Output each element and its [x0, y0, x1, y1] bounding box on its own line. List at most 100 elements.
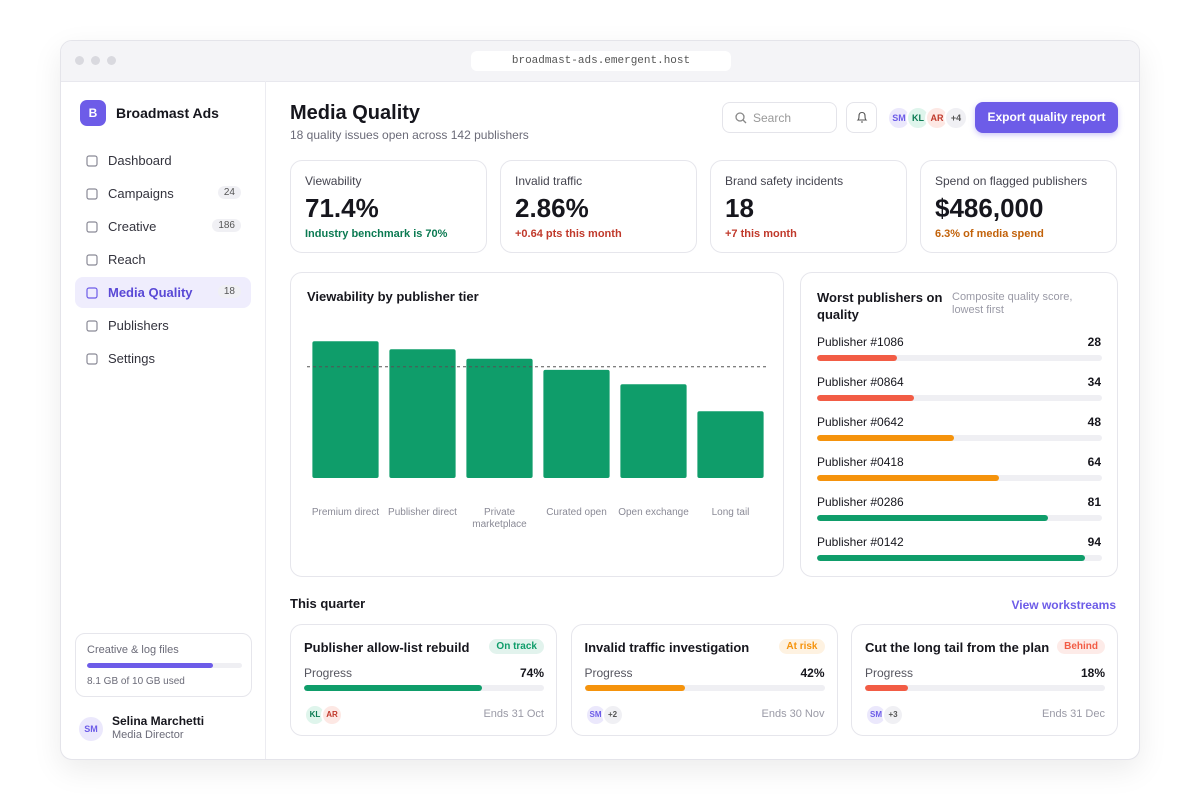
- nav-item[interactable]: Settings: [75, 343, 251, 374]
- status-pill: At risk: [779, 639, 825, 654]
- browser-window: broadmast-ads.emergent.host B Broadmast …: [60, 40, 1140, 760]
- nav-icon: [86, 254, 98, 266]
- storage-label: 8.1 GB of 10 GB used: [87, 676, 185, 687]
- status-pill: On track: [489, 639, 544, 654]
- avatar: +2: [601, 704, 624, 726]
- nav-item[interactable]: Creative 186: [75, 211, 251, 242]
- workstream-card: Publisher allow-list rebuild On track Prog…: [290, 624, 557, 736]
- bar: [312, 341, 379, 478]
- kpi-value: $486,000: [935, 193, 1044, 223]
- score-track: [817, 355, 1102, 361]
- window-dot: [75, 56, 84, 65]
- user-avatar: SM: [79, 717, 103, 741]
- search-box[interactable]: Search: [722, 102, 837, 133]
- chart: [307, 341, 769, 478]
- score-track: [817, 515, 1102, 521]
- publishers-card: Worst publishers on quality Composite qu…: [800, 272, 1118, 577]
- nav-badge: 18: [217, 285, 241, 298]
- publisher-score: 28: [1087, 335, 1101, 349]
- bar: [697, 411, 764, 478]
- kpi-card: Spend on flagged publishers $486,000 6.3% …: [920, 160, 1117, 253]
- kpi-value: 2.86%: [515, 193, 589, 223]
- progress-track: [304, 685, 544, 691]
- progress-value: 74%: [519, 666, 544, 680]
- due-date: Ends 30 Nov: [761, 708, 825, 720]
- publisher-name: Publisher #0142: [817, 535, 904, 549]
- nav-badge: 186: [212, 219, 241, 232]
- progress-value: 18%: [1080, 666, 1105, 680]
- page-title: Media Quality: [290, 102, 421, 124]
- card-avatars: SM +2: [584, 704, 624, 726]
- x-tick-label: Private marketplace: [472, 507, 527, 530]
- bar: [543, 369, 610, 478]
- avatar: KL: [304, 704, 326, 726]
- nav-item[interactable]: Publishers: [75, 310, 251, 341]
- kpi-label: Invalid traffic: [515, 174, 583, 188]
- nav-icon-shape: [86, 221, 98, 233]
- kpi-label: Viewability: [305, 174, 362, 188]
- score-bar: [817, 475, 1000, 481]
- kpi-card: Brand safety incidents 18 +7 this month: [710, 160, 907, 253]
- storage-track: [87, 663, 242, 668]
- section-title: This quarter: [290, 596, 366, 611]
- nav-icon: [86, 221, 98, 233]
- kpi-value: 71.4%: [305, 193, 379, 223]
- sidebar: B Broadmast Ads Creative & log files 8.1…: [61, 81, 266, 759]
- nav-item[interactable]: Campaigns 24: [75, 178, 251, 209]
- nav-label: Media Quality: [108, 285, 193, 300]
- nav-item[interactable]: Media Quality 18: [75, 277, 251, 308]
- brand-name: Broadmast Ads: [116, 105, 219, 121]
- publisher-name: Publisher #1086: [817, 335, 904, 349]
- nav-label: Campaigns: [108, 186, 174, 201]
- kpi-note: +7 this month: [725, 228, 797, 240]
- nav-item[interactable]: Dashboard: [75, 145, 251, 176]
- status-pill: Behind: [1057, 639, 1105, 654]
- view-link[interactable]: View workstreams: [1011, 598, 1116, 612]
- card-avatars: KL AR: [304, 704, 343, 726]
- nav-label: Settings: [108, 351, 155, 366]
- avatar: AR: [321, 704, 343, 726]
- publisher-score: 81: [1087, 495, 1101, 509]
- storage-fill: [87, 663, 213, 668]
- export-button[interactable]: Export quality report: [975, 102, 1118, 133]
- window-dot: [107, 56, 116, 65]
- avatar-more: +4: [944, 106, 968, 130]
- search-icon: [735, 112, 747, 124]
- kpi-card: Viewability 71.4% Industry benchmark is 70…: [290, 160, 487, 253]
- bar: [389, 349, 456, 478]
- chart-title: Viewability by publisher tier: [307, 289, 479, 304]
- progress-bar: [304, 685, 482, 691]
- publisher-score: 34: [1087, 375, 1101, 389]
- x-tick-label: Premium direct: [311, 507, 380, 518]
- score-track: [817, 555, 1102, 561]
- brand-logo: B: [80, 100, 106, 126]
- page-subtitle: 18 quality issues open across 142 publis…: [290, 128, 529, 142]
- kpi-note: Industry benchmark is 70%: [305, 228, 448, 240]
- nav-item[interactable]: Reach: [75, 244, 251, 275]
- bar: [620, 384, 687, 478]
- workstream-title: Invalid traffic investigation: [584, 640, 750, 655]
- nav-icon-shape: [86, 155, 98, 167]
- publisher-name: Publisher #0418: [817, 455, 904, 469]
- search-placeholder: Search: [753, 111, 792, 125]
- x-tick-label: Publisher direct: [388, 507, 457, 518]
- progress-label: Progress: [584, 666, 633, 680]
- nav-icon-shape: [86, 188, 98, 200]
- nav-icon-shape: [86, 320, 98, 332]
- score-bar: [817, 355, 897, 361]
- bell-button[interactable]: [846, 102, 877, 133]
- nav-label: Creative: [108, 219, 157, 234]
- score-bar: [817, 435, 954, 441]
- kpi-label: Spend on flagged publishers: [935, 174, 1088, 188]
- workstream-card: Cut the long tail from the plan Behind Pro…: [851, 624, 1118, 736]
- publishers-subtitle: Composite quality score, lowest first: [952, 291, 1073, 316]
- nav-icon: [86, 188, 98, 200]
- user-role: Media Director: [112, 729, 184, 741]
- nav-icon-shape: [86, 287, 98, 299]
- publisher-name: Publisher #0864: [817, 375, 904, 389]
- nav-icon: [86, 287, 98, 299]
- x-tick-label: Open exchange: [618, 507, 689, 518]
- window-dot: [91, 56, 100, 65]
- score-track: [817, 435, 1102, 441]
